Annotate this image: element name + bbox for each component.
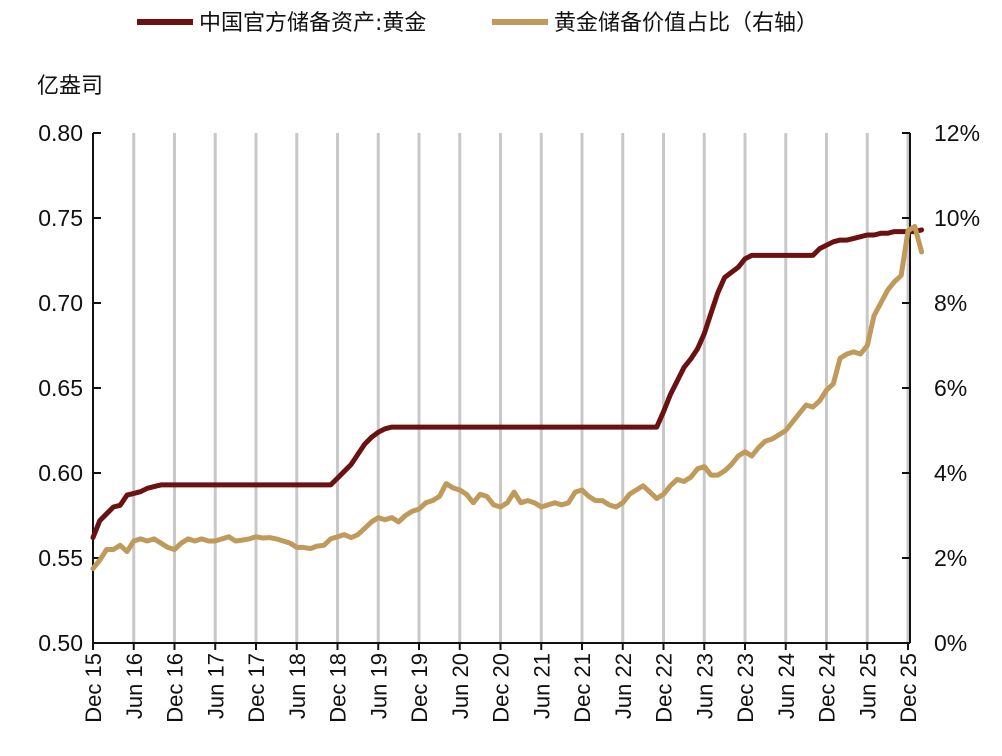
legend-item-gold-share: 黄金储备价值占比（右轴）	[492, 11, 818, 36]
x-tick-label: Jun 25	[855, 653, 880, 719]
legend-label-gold-share: 黄金储备价值占比（右轴）	[554, 11, 818, 36]
left-y-tick-label: 0.80	[38, 120, 83, 146]
legend-label-gold-holdings: 中国官方储备资产:黄金	[199, 11, 426, 36]
x-tick-label: Dec 18	[326, 653, 351, 723]
left-y-axis-ticks: 0.80 0.75 0.70 0.65 0.60 0.55 0.50	[38, 120, 101, 656]
left-y-tick-label: 0.65	[38, 375, 83, 401]
x-tick-label: Dec 25	[896, 653, 921, 723]
right-y-axis-ticks: 12% 10% 8% 6% 4% 2% 0%	[902, 120, 980, 656]
vertical-gridlines	[132, 133, 910, 643]
right-y-tick-label: 8%	[934, 290, 967, 316]
x-axis-ticks: Dec 15 Jun 16 Dec 16 Jun 17 Dec 17 Jun 18 Dec …	[81, 643, 921, 723]
right-y-tick-label: 0%	[934, 630, 967, 656]
left-y-tick-label: 0.75	[38, 205, 83, 231]
series-lines	[90, 224, 925, 572]
series-line-gold-holdings	[90, 227, 925, 541]
right-y-tick-label: 4%	[934, 460, 967, 486]
right-y-tick-label: 12%	[934, 120, 980, 146]
x-tick-label: Jun 18	[285, 653, 310, 719]
right-y-tick-label: 6%	[934, 375, 967, 401]
x-tick-label: Jun 23	[692, 653, 717, 719]
x-tick-label: Dec 24	[815, 653, 840, 723]
x-tick-label: Jun 20	[448, 653, 473, 719]
left-y-tick-label: 0.70	[38, 290, 83, 316]
left-y-tick-label: 0.55	[38, 545, 83, 571]
right-y-tick-label: 10%	[934, 205, 980, 231]
x-tick-label: Jun 19	[366, 653, 391, 719]
x-tick-label: Jun 16	[122, 653, 147, 719]
x-tick-label: Jun 21	[529, 653, 554, 719]
x-tick-label: Jun 24	[774, 653, 799, 719]
x-tick-label: Dec 23	[733, 653, 758, 723]
x-tick-label: Dec 19	[407, 653, 432, 723]
x-tick-label: Dec 20	[489, 653, 514, 723]
left-axis-unit-label: 亿盎司	[37, 74, 103, 99]
legend-item-gold-holdings: 中国官方储备资产:黄金	[137, 11, 426, 36]
x-tick-label: Jun 17	[203, 653, 228, 719]
x-tick-label: Dec 16	[163, 653, 188, 723]
left-y-tick-label: 0.60	[38, 460, 83, 486]
series-line-gold-share	[90, 224, 925, 572]
x-tick-label: Dec 17	[244, 653, 269, 723]
legend: 中国官方储备资产:黄金 黄金储备价值占比（右轴）	[137, 11, 818, 36]
left-y-tick-label: 0.50	[38, 630, 83, 656]
x-tick-label: Jun 22	[611, 653, 636, 719]
x-tick-label: Dec 21	[570, 653, 595, 723]
right-y-tick-label: 2%	[934, 545, 967, 571]
x-tick-label: Dec 15	[81, 653, 106, 723]
x-tick-label: Dec 22	[652, 653, 677, 723]
